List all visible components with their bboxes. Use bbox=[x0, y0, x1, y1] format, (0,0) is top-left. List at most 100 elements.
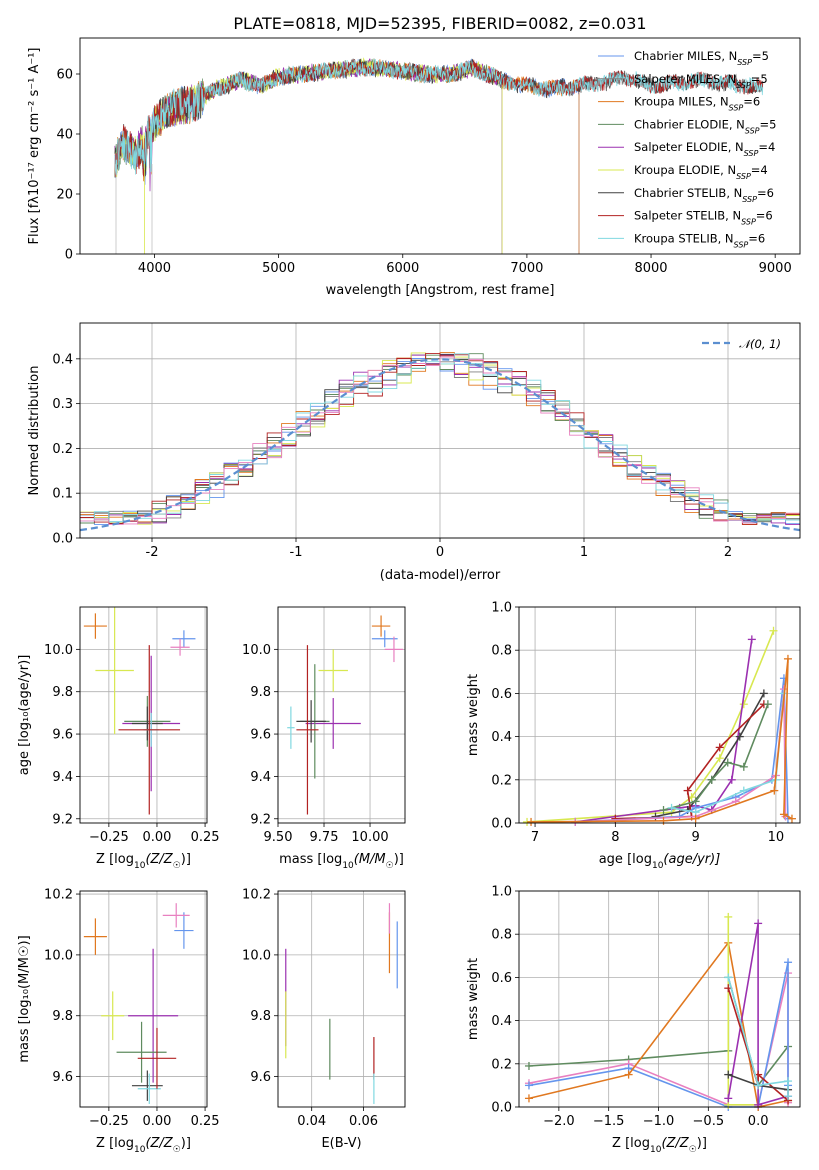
weight-marker bbox=[735, 732, 744, 741]
y-tick-label: 9.4 bbox=[250, 770, 271, 785]
errorbar-point bbox=[371, 630, 398, 648]
x-axis-label: age [log10(age/yr)] bbox=[599, 852, 721, 871]
x-tick-label: -1 bbox=[290, 545, 303, 560]
errorbar-point bbox=[95, 607, 134, 735]
y-axis-label: Normed distribution bbox=[27, 366, 42, 496]
x-axis-label: E(B-V) bbox=[321, 1136, 361, 1151]
errorbar-point bbox=[371, 615, 391, 637]
y-tick-label: 1.0 bbox=[491, 601, 512, 616]
errorbar-point bbox=[287, 706, 295, 749]
mass-vs-ebv-axes: 0.04 0.06 9.6 9.8 10.0 10.2 E(B-V) bbox=[242, 888, 406, 1151]
axes-frame bbox=[79, 890, 208, 1108]
errorbar-point bbox=[296, 700, 326, 743]
errorbar-point bbox=[384, 636, 404, 663]
weight-marker bbox=[691, 814, 700, 823]
weight-marker bbox=[754, 919, 763, 928]
weight-marker bbox=[754, 1100, 763, 1109]
y-tick-label: 10.0 bbox=[242, 948, 271, 963]
y-tick-label: 9.4 bbox=[52, 770, 73, 785]
legend-entry: Salpeter ELODIE, NSSP=4 bbox=[634, 140, 775, 158]
legend-entry: Chabrier STELIB, NSSP=6 bbox=[634, 186, 774, 204]
weight-marker bbox=[783, 654, 792, 663]
weight-marker bbox=[747, 635, 756, 644]
axes-frame bbox=[277, 606, 406, 824]
x-tick-label: 8 bbox=[611, 830, 619, 845]
x-tick-label: 9 bbox=[691, 830, 699, 845]
y-tick-label: 9.8 bbox=[250, 685, 271, 700]
weight-marker bbox=[784, 1077, 793, 1086]
y-tick-label: 0.2 bbox=[491, 773, 512, 788]
x-tick-label: 0.25 bbox=[191, 830, 220, 845]
weight-marker bbox=[784, 958, 793, 967]
y-tick-label: 9.6 bbox=[250, 1070, 271, 1085]
weight-marker bbox=[759, 689, 768, 698]
y-axis-label: mass weight bbox=[466, 958, 481, 1040]
weight-marker bbox=[683, 786, 692, 795]
weight-marker bbox=[784, 1092, 793, 1101]
y-tick-label: 0.0 bbox=[52, 532, 73, 547]
weight-marker bbox=[527, 817, 536, 826]
y-tick-label: 9.8 bbox=[250, 1009, 271, 1024]
y-tick-label: 0.0 bbox=[491, 1101, 512, 1116]
x-axis-label: wavelength [Angstrom, rest frame] bbox=[326, 283, 555, 298]
weight-marker bbox=[524, 1081, 533, 1090]
y-tick-label: 10.0 bbox=[242, 643, 271, 658]
weight-series-line bbox=[727, 977, 789, 1097]
weight-marker bbox=[715, 743, 724, 752]
x-tick-label: 0.00 bbox=[142, 830, 171, 845]
x-tick-label: 6000 bbox=[386, 261, 419, 276]
x-tick-label: 0.04 bbox=[297, 1114, 326, 1129]
y-tick-label: 9.2 bbox=[250, 812, 271, 827]
y-tick-label: 0.3 bbox=[52, 397, 73, 412]
legend-entry: Chabrier MILES, NSSP=5 bbox=[634, 49, 769, 67]
y-tick-label: 10.0 bbox=[44, 948, 73, 963]
x-tick-label: 7 bbox=[531, 830, 539, 845]
weight-marker bbox=[724, 912, 733, 921]
errorbar-point bbox=[131, 1070, 163, 1101]
histogram-series bbox=[80, 356, 800, 525]
axes-frame bbox=[277, 890, 406, 1108]
axes-frame bbox=[79, 606, 208, 824]
legend-entry: Kroupa ELODIE, NSSP=4 bbox=[634, 163, 768, 181]
y-tick-label: 20 bbox=[56, 188, 73, 203]
y-axis-label: mass [log₁₀(M/M☉)] bbox=[17, 935, 32, 1062]
weight-marker bbox=[779, 810, 788, 819]
errorbar-point bbox=[116, 1021, 167, 1083]
errorbar-point bbox=[318, 649, 348, 692]
legend-entry: Chabrier ELODIE, NSSP=5 bbox=[634, 117, 776, 135]
y-tick-label: 0 bbox=[65, 248, 73, 263]
weight-marker bbox=[724, 973, 733, 982]
axes-frame bbox=[79, 37, 801, 255]
x-tick-label: 7000 bbox=[510, 261, 543, 276]
x-tick-label: -2 bbox=[146, 545, 159, 560]
weight-marker bbox=[707, 775, 716, 784]
legend-entry: Kroupa STELIB, NSSP=6 bbox=[634, 231, 765, 249]
errorbar-point bbox=[131, 706, 163, 741]
weight-marker bbox=[727, 775, 736, 784]
y-tick-label: 9.8 bbox=[52, 1009, 73, 1024]
x-tick-label: 9.50 bbox=[264, 830, 293, 845]
y-tick-label: 0.6 bbox=[491, 971, 512, 986]
y-tick-label: 0.4 bbox=[491, 730, 512, 745]
spectrum-series-line bbox=[114, 59, 764, 175]
y-axis-label: Flux [fλ10⁻¹⁷ erg cm⁻² s⁻¹ A⁻¹] bbox=[27, 48, 42, 245]
y-tick-label: 9.8 bbox=[52, 685, 73, 700]
x-tick-label: 9.75 bbox=[310, 830, 339, 845]
weight-series-line bbox=[526, 630, 775, 823]
weight-series-line bbox=[727, 923, 789, 1106]
x-tick-label: 0 bbox=[436, 545, 444, 560]
residuals-axes: -2 -1 0 1 2 0.0 0.1 0.2 0.3 0.4 (data-model)/error… bbox=[27, 322, 801, 583]
y-tick-label: 10.2 bbox=[242, 888, 271, 903]
legend-entry: Salpeter STELIB, NSSP=6 bbox=[634, 209, 773, 227]
weight-marker bbox=[724, 1094, 733, 1103]
errorbar-point bbox=[101, 991, 125, 1041]
mass-vs-metallicity-axes: −0.25 0.00 0.25 9.6 9.8 10.0 10.2 Z [log10(Z/Z☉… bbox=[17, 888, 220, 1155]
y-tick-label: 10.0 bbox=[44, 643, 73, 658]
weight-marker bbox=[667, 803, 676, 812]
spectrum-axes: 4000 5000 6000 7000 8000 9000 0 20 40 60 wavelengt… bbox=[27, 37, 801, 298]
errorbar-point bbox=[172, 630, 196, 648]
y-tick-label: 9.6 bbox=[250, 728, 271, 743]
x-tick-label: 0.25 bbox=[191, 1114, 220, 1129]
y-axis-label: age [log₁₀(age/yr)] bbox=[17, 655, 32, 776]
y-tick-label: 0.4 bbox=[52, 352, 73, 367]
